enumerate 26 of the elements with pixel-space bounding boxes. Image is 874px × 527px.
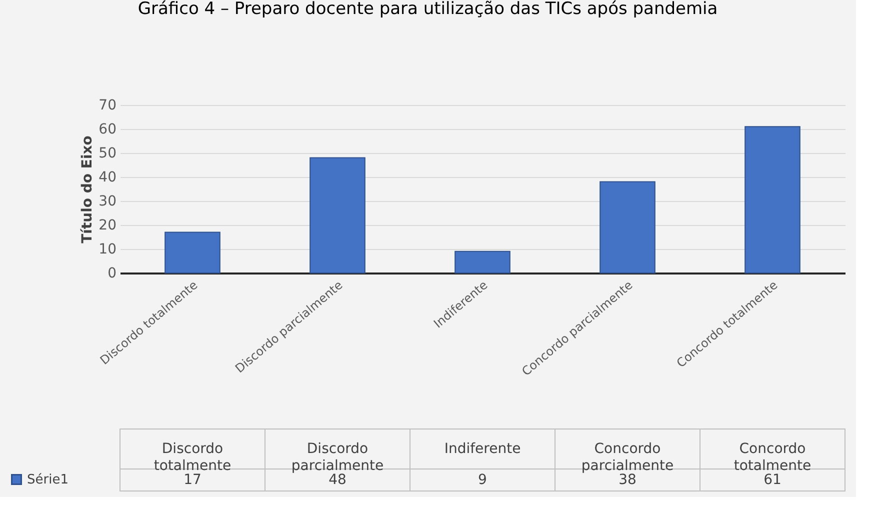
bar xyxy=(310,157,366,274)
y-tick-label: 30 xyxy=(98,194,116,210)
legend-label: Série1 xyxy=(27,472,68,488)
y-tick-label: 10 xyxy=(98,242,116,258)
y-tick-label: 20 xyxy=(98,218,116,234)
y-tick-label: 70 xyxy=(98,98,116,114)
category-label: Concordo totalmente xyxy=(734,441,812,474)
bar xyxy=(600,181,656,274)
bar xyxy=(164,232,220,274)
y-tick-label: 40 xyxy=(98,170,116,186)
category-label: Indiferente xyxy=(444,441,521,457)
data-label: 38 xyxy=(618,472,636,488)
category-label: Discordo parcialmente xyxy=(291,441,384,474)
y-tick-label: 50 xyxy=(98,146,116,162)
y-tick-label: 60 xyxy=(98,122,116,138)
category-label: Concordo parcialmente xyxy=(581,441,674,474)
data-label: 61 xyxy=(764,472,782,488)
data-label: 48 xyxy=(328,472,346,488)
data-label: 17 xyxy=(184,472,202,488)
chart-title: Gráfico 4 – Preparo docente para utilização das TICs após pandemia xyxy=(138,0,718,19)
bar xyxy=(744,126,800,274)
data-label: 9 xyxy=(478,472,487,488)
y-tick-label: 0 xyxy=(108,266,116,282)
category-label: Discordo totalmente xyxy=(154,441,232,474)
y-axis-title: Título do Eixo xyxy=(80,135,96,244)
bar xyxy=(454,250,510,274)
